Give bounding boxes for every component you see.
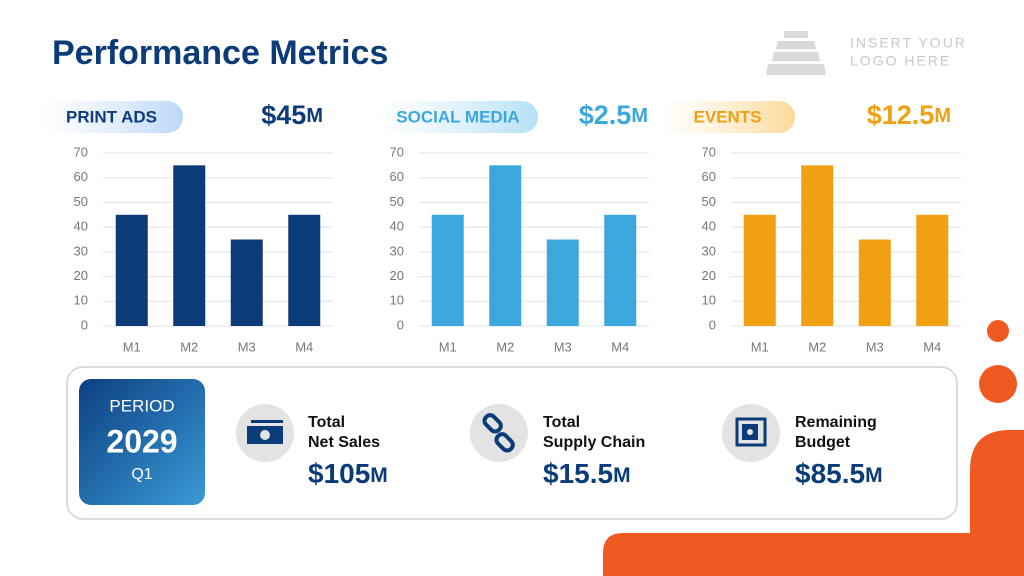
kpi-label: Supply Chain [543, 434, 645, 451]
y-tick-label: 50 [74, 194, 88, 209]
bar [431, 214, 464, 326]
chart-amount: $2.5M [579, 100, 648, 130]
chart-title: EVENTS [693, 107, 761, 126]
x-tick-label: M4 [295, 339, 313, 354]
x-tick-label: M4 [611, 339, 629, 354]
y-tick-label: 60 [74, 169, 88, 184]
chart-title: SOCIAL MEDIA [396, 107, 519, 126]
y-tick-label: 70 [74, 144, 88, 159]
amount-value: $45 [261, 100, 306, 130]
logo-text: INSERT YOUR [850, 35, 967, 51]
y-tick-label: 60 [702, 169, 716, 184]
amount-value: $12.5 [867, 100, 935, 130]
logo-text: LOGO HERE [850, 53, 951, 69]
kpi-amount: $105 [308, 458, 370, 489]
logo-icon [766, 31, 826, 75]
kpi-unit: M [613, 464, 631, 487]
y-tick-label: 60 [390, 169, 404, 184]
y-tick-label: 10 [74, 293, 88, 308]
kpi-unit: M [370, 464, 388, 487]
kpi-value: $85.5M [795, 458, 883, 489]
kpi-label: Total [543, 414, 580, 431]
x-tick-label: M2 [180, 339, 198, 354]
y-tick-label: 0 [81, 317, 88, 332]
period-box [79, 379, 205, 505]
chart: EVENTS $12.5M 0 10 20 30 40 50 60 70 M1 M2 M3 M4 [660, 100, 961, 354]
bar [230, 239, 263, 326]
amount-unit: M [934, 105, 951, 127]
bar [916, 214, 949, 326]
icon-chain [470, 404, 528, 462]
kpi-value: $15.5M [543, 458, 631, 489]
bar [489, 165, 522, 326]
y-tick-label: 10 [702, 293, 716, 308]
kpi-label: Total [308, 414, 345, 431]
y-tick-label: 30 [74, 243, 88, 258]
kpi-amount: $15.5 [543, 458, 613, 489]
x-tick-label: M2 [496, 339, 514, 354]
x-tick-label: M3 [238, 339, 256, 354]
kpi-label: Net Sales [308, 434, 380, 451]
x-tick-label: M1 [439, 339, 457, 354]
bar [858, 239, 891, 326]
y-tick-label: 0 [397, 317, 404, 332]
chart-amount: $12.5M [867, 100, 951, 130]
decoration [603, 320, 1024, 576]
y-tick-label: 70 [702, 144, 716, 159]
y-tick-label: 50 [702, 194, 716, 209]
kpi-value: $105M [308, 458, 388, 489]
y-tick-label: 40 [702, 219, 716, 234]
title: Performance Metrics [52, 34, 388, 72]
kpi-label: Budget [795, 434, 851, 451]
y-tick-label: 20 [390, 268, 404, 283]
chart-title-pill [660, 101, 795, 133]
chart-title: PRINT ADS [66, 107, 157, 126]
x-tick-label: M1 [751, 339, 769, 354]
bar [546, 239, 579, 326]
y-tick-label: 70 [390, 144, 404, 159]
y-tick-label: 30 [390, 243, 404, 258]
y-tick-label: 20 [702, 268, 716, 283]
x-tick-label: M3 [866, 339, 884, 354]
y-tick-label: 0 [709, 317, 716, 332]
amount-unit: M [306, 105, 323, 127]
chart: PRINT ADS $45M 0 10 20 30 40 50 60 70 M1 M2 M3 M4 [40, 100, 333, 354]
kpi-label: Remaining [795, 414, 877, 431]
x-tick-label: M3 [554, 339, 572, 354]
y-tick-label: 50 [390, 194, 404, 209]
x-tick-label: M1 [123, 339, 141, 354]
bar [604, 214, 637, 326]
y-tick-label: 10 [390, 293, 404, 308]
bar [743, 214, 776, 326]
chart: SOCIAL MEDIA $2.5M 0 10 20 30 40 50 60 70 M1 M2 M3 M4 [378, 100, 649, 354]
bar [288, 214, 321, 326]
period-label: PERIOD [109, 396, 174, 415]
bar [801, 165, 834, 326]
kpi-amount: $85.5 [795, 458, 865, 489]
amount-value: $2.5 [579, 100, 632, 130]
y-tick-label: 20 [74, 268, 88, 283]
icon-money [236, 404, 294, 462]
x-tick-label: M2 [808, 339, 826, 354]
chart-title-pill [378, 101, 538, 133]
chart-title-pill [40, 101, 183, 133]
bar [173, 165, 206, 326]
amount-unit: M [631, 105, 648, 127]
period-year: 2029 [106, 423, 177, 459]
y-tick-label: 40 [390, 219, 404, 234]
bar [115, 214, 148, 326]
icon-safe [722, 404, 780, 462]
y-tick-label: 40 [74, 219, 88, 234]
period-quarter: Q1 [131, 466, 152, 483]
y-tick-label: 30 [702, 243, 716, 258]
x-tick-label: M4 [923, 339, 941, 354]
chart-amount: $45M [261, 100, 323, 130]
kpi-unit: M [865, 464, 883, 487]
